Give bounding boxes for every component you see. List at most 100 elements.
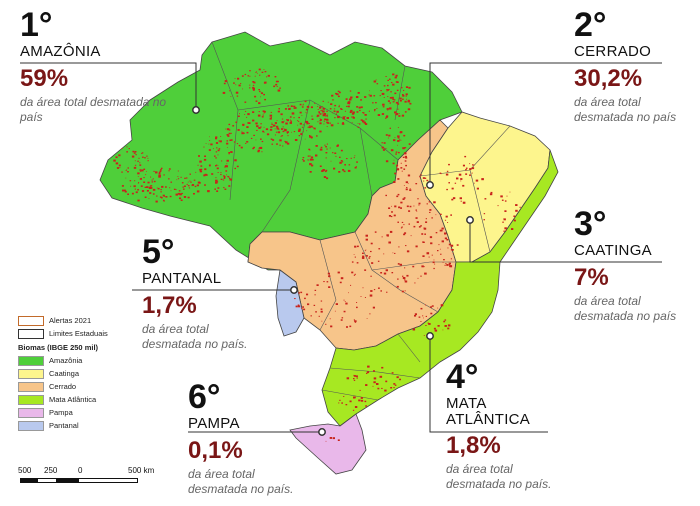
alert-speck — [258, 102, 261, 105]
alert-speck — [365, 234, 368, 237]
alert-speck — [418, 204, 420, 206]
alert-speck — [257, 150, 260, 153]
alert-speck — [261, 92, 263, 94]
alert-speck — [316, 114, 320, 117]
alert-speck — [340, 160, 343, 162]
alert-speck — [132, 150, 135, 153]
alert-speck — [224, 80, 228, 83]
alert-speck — [142, 156, 144, 158]
alert-speck — [390, 149, 394, 152]
alert-speck — [260, 123, 262, 125]
alert-speck — [309, 171, 312, 173]
alert-speck — [152, 188, 156, 191]
alert-speck — [215, 164, 218, 166]
alert-speck — [319, 130, 322, 133]
alert-speck — [325, 323, 327, 325]
alert-speck — [386, 89, 388, 91]
alert-speck — [254, 95, 257, 98]
alert-speck — [274, 128, 276, 130]
alert-speck — [204, 155, 206, 157]
alert-speck — [443, 259, 445, 261]
alert-speck — [158, 172, 161, 175]
callout-caatinga: 3° CAATINGA 7% da área total desmatada n… — [574, 207, 684, 324]
alert-speck — [284, 128, 287, 131]
alert-speck — [383, 97, 385, 98]
alert-speck — [360, 397, 363, 399]
alert-speck — [141, 152, 144, 154]
alert-speck — [406, 205, 409, 208]
alert-speck — [381, 113, 385, 115]
alert-speck — [220, 136, 222, 137]
alert-speck — [403, 233, 406, 236]
alert-speck — [404, 160, 407, 162]
alert-speck — [295, 305, 298, 308]
scale-ruler — [20, 478, 138, 483]
alert-speck — [287, 105, 290, 107]
alert-speck — [409, 188, 411, 190]
alert-speck — [399, 139, 401, 141]
alert-speck — [302, 306, 304, 308]
alert-speck — [165, 196, 168, 198]
alert-speck — [404, 111, 407, 113]
alert-speck — [151, 181, 154, 183]
alert-speck — [242, 88, 243, 90]
biome-swatch — [18, 355, 44, 366]
alert-speck — [281, 118, 284, 120]
scale-label: 500 km — [128, 466, 155, 475]
alert-speck — [159, 196, 162, 198]
alert-speck — [326, 110, 328, 112]
alert-speck — [277, 128, 280, 130]
alert-speck — [149, 186, 153, 189]
alert-speck — [301, 106, 304, 108]
alert-speck — [306, 105, 310, 108]
alert-speck — [346, 158, 348, 160]
alert-speck — [448, 262, 451, 265]
alert-speck — [263, 126, 265, 128]
alert-speck — [407, 100, 411, 103]
alert-speck — [249, 87, 251, 89]
alert-speck — [381, 92, 385, 95]
alert-speck — [244, 73, 247, 76]
alert-speck — [160, 169, 162, 171]
alert-speck — [137, 199, 140, 202]
alert-speck — [288, 108, 291, 110]
alert-speck — [368, 94, 370, 96]
alert-speck — [402, 147, 405, 150]
alert-speck — [141, 169, 144, 172]
alert-speck — [424, 272, 427, 275]
alert-speck — [252, 119, 255, 122]
alert-speck — [128, 148, 130, 150]
alert-speck — [360, 99, 362, 101]
alert-speck — [399, 263, 402, 266]
alerts-swatch — [18, 315, 44, 326]
alert-speck — [435, 214, 437, 216]
alert-speck — [381, 387, 383, 389]
scale-label: 0 — [78, 466, 83, 475]
alert-speck — [289, 122, 292, 124]
legend-biome: Cerrado — [18, 380, 108, 393]
alert-speck — [281, 121, 284, 124]
alert-speck — [450, 258, 452, 260]
percent-note: da área total desmatada no país. — [142, 322, 248, 351]
alert-speck — [306, 130, 308, 132]
alert-speck — [155, 200, 158, 203]
alert-speck — [385, 117, 387, 119]
alert-speck — [370, 290, 373, 292]
alert-speck — [386, 108, 389, 110]
alert-speck — [446, 188, 448, 191]
alert-speck — [300, 133, 303, 136]
alert-speck — [333, 110, 336, 113]
alert-speck — [434, 263, 436, 265]
alert-speck — [195, 171, 197, 173]
alert-speck — [240, 146, 243, 149]
alert-speck — [323, 176, 327, 178]
alert-speck — [395, 101, 399, 104]
alert-speck — [246, 116, 248, 118]
alert-speck — [281, 128, 284, 130]
alert-speck — [119, 166, 121, 168]
alert-speck — [388, 207, 391, 209]
alert-speck — [138, 182, 140, 183]
alert-speck — [393, 387, 395, 389]
alert-speck — [327, 113, 328, 115]
alert-speck — [317, 106, 319, 107]
